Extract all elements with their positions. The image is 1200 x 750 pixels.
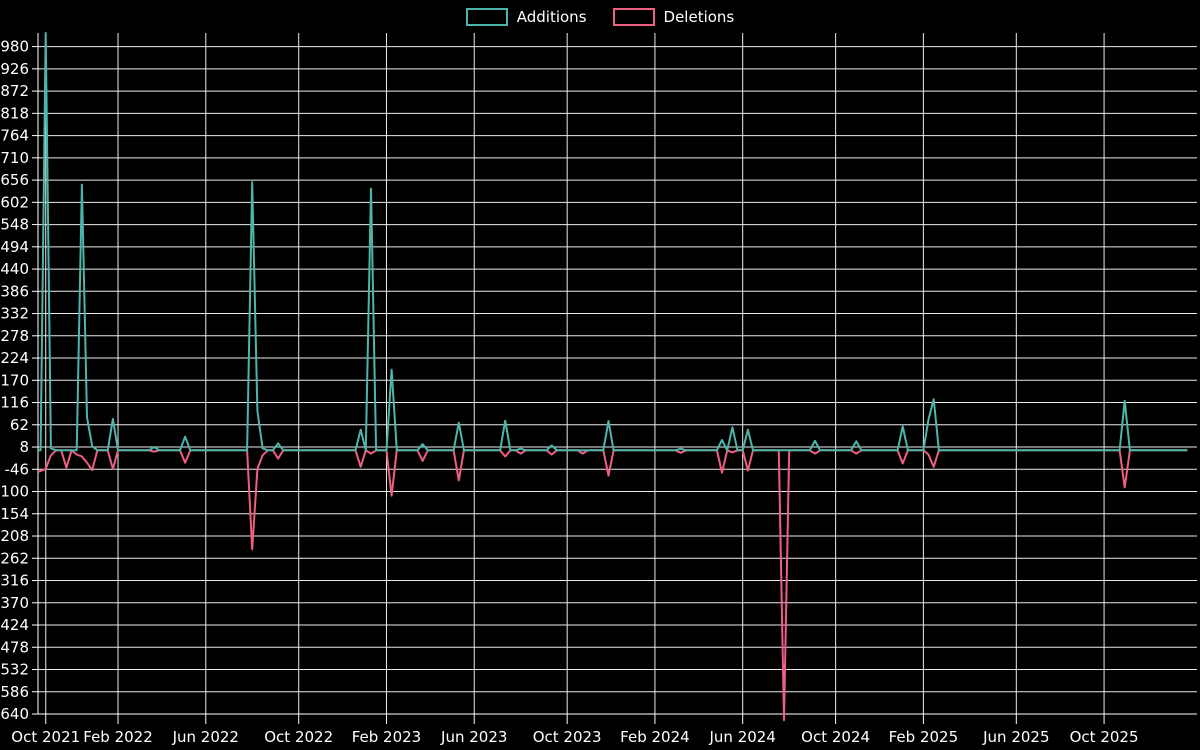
gridlines — [38, 33, 1197, 715]
x-tick-label: Oct 2024 — [801, 728, 870, 746]
y-tick-label: -640 — [0, 705, 29, 723]
y-tick-label: 8 — [19, 438, 29, 456]
y-tick-label: 980 — [0, 38, 29, 56]
y-tick-label: -100 — [0, 483, 29, 501]
y-tick-label: -586 — [0, 683, 29, 701]
x-tick-label: Oct 2023 — [533, 728, 602, 746]
x-tick-label: Oct 2025 — [1070, 728, 1139, 746]
y-tick-label: 278 — [0, 327, 29, 345]
y-tick-label: 170 — [0, 371, 29, 389]
x-tick-label: Jun 2022 — [172, 728, 239, 746]
y-tick-label: 116 — [0, 394, 29, 412]
legend-item-additions[interactable]: Additions — [465, 7, 587, 26]
y-tick-label: -154 — [0, 505, 29, 523]
y-tick-label: -262 — [0, 549, 29, 567]
axes — [32, 33, 1197, 724]
legend-item-deletions[interactable]: Deletions — [612, 7, 735, 26]
legend-label-additions: Additions — [516, 7, 587, 26]
y-tick-label: 602 — [0, 193, 29, 211]
y-tick-label: -532 — [0, 661, 29, 679]
x-tick-label: Jun 2025 — [982, 728, 1049, 746]
chart-legend: Additions Deletions — [0, 8, 1200, 26]
y-tick-label: 332 — [0, 305, 29, 323]
deletions-line — [38, 449, 1188, 722]
axis-labels: 980 926 872 818 764 710 656 602 548 494 440 386 332 2… — [0, 38, 1139, 746]
y-tick-label: -370 — [0, 594, 29, 612]
x-tick-label: Feb 2024 — [620, 728, 690, 746]
x-tick-label: Feb 2023 — [352, 728, 422, 746]
series-lines — [38, 32, 1188, 722]
y-tick-label: 548 — [0, 216, 29, 234]
y-tick-label: -46 — [5, 460, 30, 478]
y-tick-label: 710 — [0, 149, 29, 167]
y-tick-label: -478 — [0, 638, 29, 656]
y-tick-label: -316 — [0, 572, 29, 590]
x-tick-label: Jun 2024 — [708, 728, 775, 746]
x-tick-label: Feb 2025 — [889, 728, 959, 746]
x-tick-label: Oct 2022 — [264, 728, 333, 746]
y-tick-label: -208 — [0, 527, 29, 545]
additions-swatch-icon — [465, 8, 508, 26]
y-tick-label: 62 — [10, 416, 29, 434]
x-tick-label: Oct 2021 — [11, 728, 80, 746]
deletions-swatch-icon — [612, 8, 655, 26]
x-tick-label: Feb 2022 — [83, 728, 153, 746]
additions-line — [38, 32, 1188, 452]
y-tick-label: 386 — [0, 282, 29, 300]
y-tick-label: 926 — [0, 60, 29, 78]
y-tick-label: 764 — [0, 127, 29, 145]
x-tick-label: Jun 2023 — [440, 728, 507, 746]
legend-label-deletions: Deletions — [663, 7, 735, 26]
y-tick-label: 440 — [0, 260, 29, 278]
y-tick-label: 656 — [0, 171, 29, 189]
y-tick-label: 872 — [0, 82, 29, 100]
y-tick-label: -424 — [0, 616, 29, 634]
y-tick-label: 818 — [0, 104, 29, 122]
y-tick-label: 494 — [0, 238, 29, 256]
y-tick-label: 224 — [0, 349, 29, 367]
